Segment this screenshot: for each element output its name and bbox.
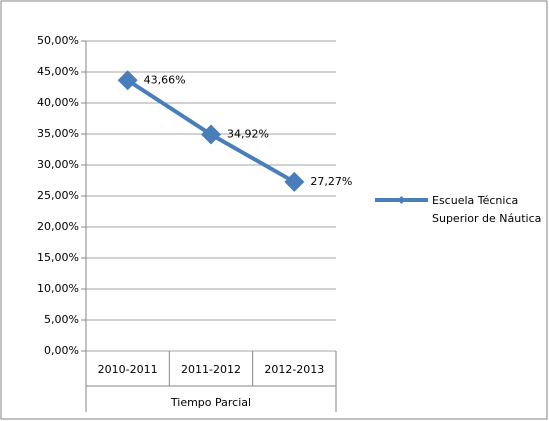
y-tick-label: 10,00% [37, 282, 79, 295]
y-tick-label: 30,00% [37, 158, 79, 171]
marker [117, 70, 138, 91]
y-tick-label: 20,00% [37, 220, 79, 233]
legend-label: Escuela Técnica Superior de Náutica [432, 194, 542, 225]
data-label: 34,92% [227, 127, 269, 140]
y-tick-label: 45,00% [37, 65, 79, 78]
x-tick-label: 2010-2011 [98, 363, 158, 376]
x-tick-label: 2011-2012 [181, 363, 241, 376]
y-tick-label: 50,00% [37, 34, 79, 47]
marker [284, 171, 305, 192]
data-label: 27,27% [310, 175, 352, 188]
y-tick-label: 25,00% [37, 189, 79, 202]
marker [201, 124, 221, 145]
y-tick-label: 0,00% [44, 344, 79, 357]
y-tick-label: 40,00% [37, 96, 79, 109]
y-tick-label: 5,00% [44, 313, 79, 326]
data-label: 43,66% [144, 73, 186, 86]
y-tick-label: 35,00% [37, 127, 79, 140]
x-group-label: Tiempo Parcial [170, 396, 251, 409]
legend-marker [397, 196, 406, 204]
x-tick-label: 2012-2013 [264, 363, 324, 376]
y-tick-label: 15,00% [37, 251, 79, 264]
